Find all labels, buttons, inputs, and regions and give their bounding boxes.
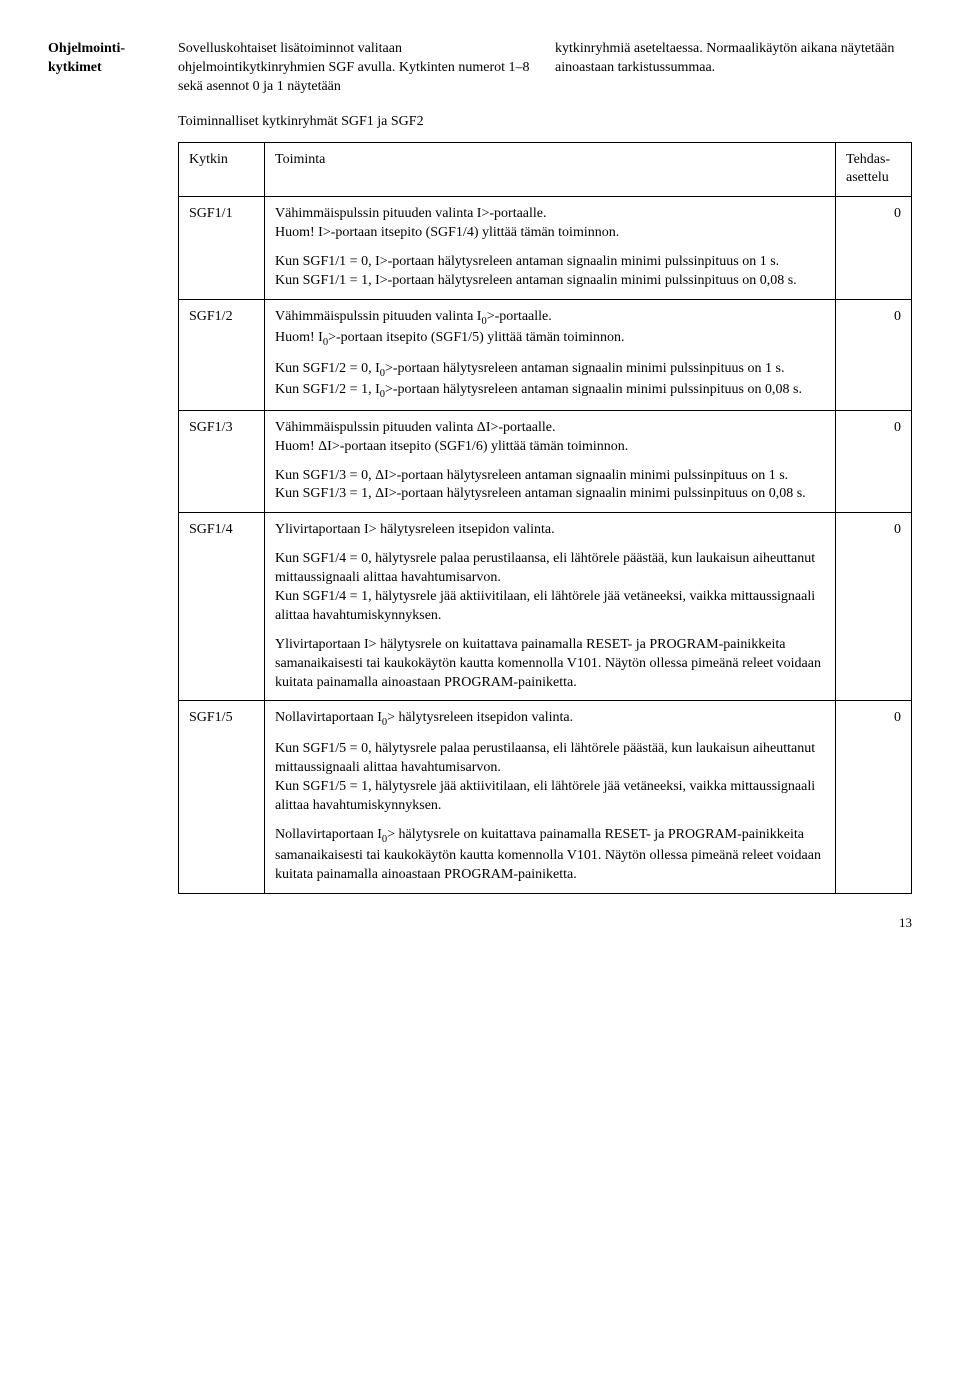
description-paragraph: Vähimmäispulssin pituuden valinta I>-por…: [275, 205, 825, 243]
factory-setting: 0: [836, 197, 912, 300]
table-row: SGF1/3 Vähimmäispulssin pituuden valinta …: [179, 410, 912, 513]
switch-id: SGF1/2: [179, 299, 265, 410]
page-number: 13: [48, 914, 912, 932]
description-paragraph: Kun SGF1/5 = 0, hälytysrele palaa perust…: [275, 740, 825, 816]
switch-id: SGF1/3: [179, 410, 265, 513]
description-paragraph: Kun SGF1/3 = 0, ΔI>-portaan hälytysrelee…: [275, 467, 825, 505]
factory-setting: 0: [836, 299, 912, 410]
switch-description: Nollavirtaportaan I0> hälytysreleen itse…: [265, 701, 836, 893]
header-kytkin: Kytkin: [179, 142, 265, 197]
factory-setting: 0: [836, 513, 912, 701]
table-row: SGF1/2Vähimmäispulssin pituuden valinta …: [179, 299, 912, 410]
side-label: Ohjelmointi-kytkimet: [48, 40, 178, 97]
subheading: Toiminnalliset kytkinryhmät SGF1 ja SGF2: [178, 113, 912, 132]
switch-description: Ylivirtaportaan I> hälytysreleen itsepid…: [265, 513, 836, 701]
description-paragraph: Ylivirtaportaan I> hälytysreleen itsepid…: [275, 521, 825, 540]
switch-table: Kytkin Toiminta Tehdas-asettelu SGF1/1Vä…: [178, 142, 912, 894]
table-row: SGF1/1 Vähimmäispulssin pituuden valinta …: [179, 197, 912, 300]
header-tehdas: Tehdas-asettelu: [836, 142, 912, 197]
description-paragraph: Vähimmäispulssin pituuden valinta I0>-po…: [275, 308, 825, 350]
description-paragraph: Vähimmäispulssin pituuden valinta ΔI>-po…: [275, 419, 825, 457]
description-paragraph: Ylivirtaportaan I> hälytysrele on kuitat…: [275, 636, 825, 693]
intro-col-2: kytkinryhmiä aseteltaessa. Normaalikäytö…: [555, 40, 912, 97]
description-paragraph: Kun SGF1/4 = 0, hälytysrele palaa perust…: [275, 550, 825, 626]
table-row: SGF1/4 Ylivirtaportaan I> hälytysreleen i…: [179, 513, 912, 701]
description-paragraph: Kun SGF1/1 = 0, I>-portaan hälytysreleen…: [275, 253, 825, 291]
switch-description: Vähimmäispulssin pituuden valinta ΔI>-po…: [265, 410, 836, 513]
description-paragraph: Nollavirtaportaan I0> hälytysrele on kui…: [275, 826, 825, 885]
header-toiminta: Toiminta: [265, 142, 836, 197]
table-header-row: Kytkin Toiminta Tehdas-asettelu: [179, 142, 912, 197]
switch-id: SGF1/5: [179, 701, 265, 893]
factory-setting: 0: [836, 410, 912, 513]
intro-col-1: Sovelluskohtaiset lisätoiminnot valitaan…: [178, 40, 535, 97]
factory-setting: 0: [836, 701, 912, 893]
switch-id: SGF1/4: [179, 513, 265, 701]
description-paragraph: Kun SGF1/2 = 0, I0>-portaan hälytysrelee…: [275, 360, 825, 402]
switch-description: Vähimmäispulssin pituuden valinta I>-por…: [265, 197, 836, 300]
switch-description: Vähimmäispulssin pituuden valinta I0>-po…: [265, 299, 836, 410]
table-row: SGF1/5 Nollavirtaportaan I0> hälytysrelee…: [179, 701, 912, 893]
switch-id: SGF1/1: [179, 197, 265, 300]
description-paragraph: Nollavirtaportaan I0> hälytysreleen itse…: [275, 709, 825, 730]
